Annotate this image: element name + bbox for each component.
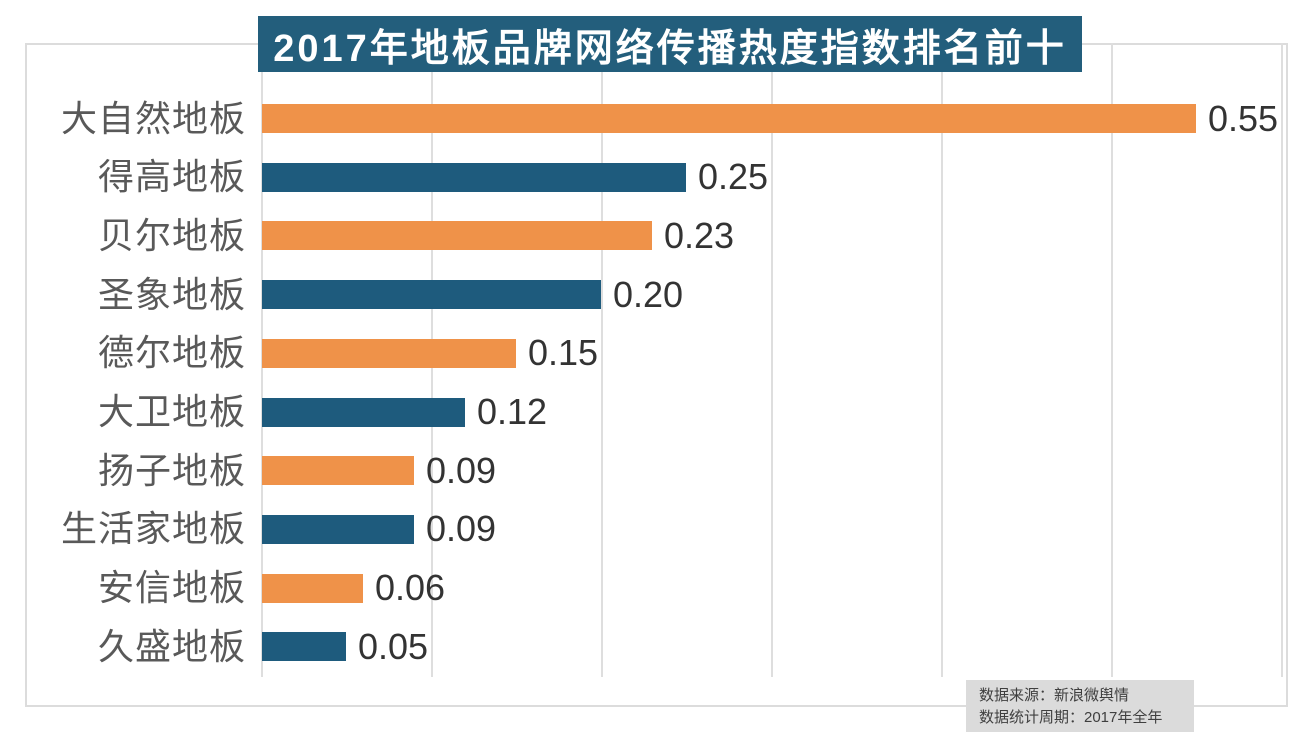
gridline — [771, 43, 773, 677]
category-label: 圣象地板 — [97, 273, 246, 315]
value-label: 0.15 — [528, 332, 599, 374]
bar — [262, 280, 601, 310]
value-label: 0.25 — [698, 156, 769, 198]
bar — [262, 162, 686, 192]
category-label: 扬子地板 — [97, 449, 246, 491]
value-label: 0.12 — [477, 391, 548, 432]
bar — [262, 397, 465, 427]
category-label: 得高地板 — [97, 156, 246, 198]
bar — [262, 104, 1196, 133]
data-source-line2: 数据统计周期：2017年全年 — [979, 709, 1163, 726]
gridline — [941, 43, 943, 677]
category-label: 大卫地板 — [97, 391, 246, 432]
value-label: 0.05 — [358, 625, 429, 667]
value-label: 0.23 — [664, 214, 735, 256]
bar — [262, 338, 516, 368]
category-label: 贝尔地板 — [97, 214, 246, 256]
bar — [262, 573, 363, 603]
bar — [262, 514, 414, 544]
value-label: 0.09 — [426, 508, 497, 550]
chart-title: 2017年地板品牌网络传播热度指数排名前十 — [273, 27, 1067, 70]
chart-title-banner: 2017年地板品牌网络传播热度指数排名前十 — [258, 16, 1082, 72]
category-label: 大自然地板 — [60, 97, 246, 139]
data-source-box: 数据来源：新浪微舆情 数据统计周期：2017年全年 — [966, 680, 1194, 732]
gridline — [1111, 43, 1113, 677]
value-label: 0.20 — [613, 273, 684, 315]
category-label: 安信地板 — [97, 567, 246, 609]
category-label: 生活家地板 — [60, 508, 246, 550]
bar — [262, 221, 652, 251]
category-label: 久盛地板 — [97, 625, 246, 667]
bar — [262, 456, 414, 486]
category-label: 德尔地板 — [97, 332, 246, 374]
value-label: 0.06 — [375, 567, 446, 609]
gridline — [1281, 43, 1283, 677]
value-label: 0.09 — [426, 449, 497, 491]
gridline — [601, 43, 603, 677]
value-label: 0.55 — [1208, 97, 1279, 139]
data-source-line1: 数据来源：新浪微舆情 — [979, 687, 1130, 704]
bar — [262, 632, 346, 662]
